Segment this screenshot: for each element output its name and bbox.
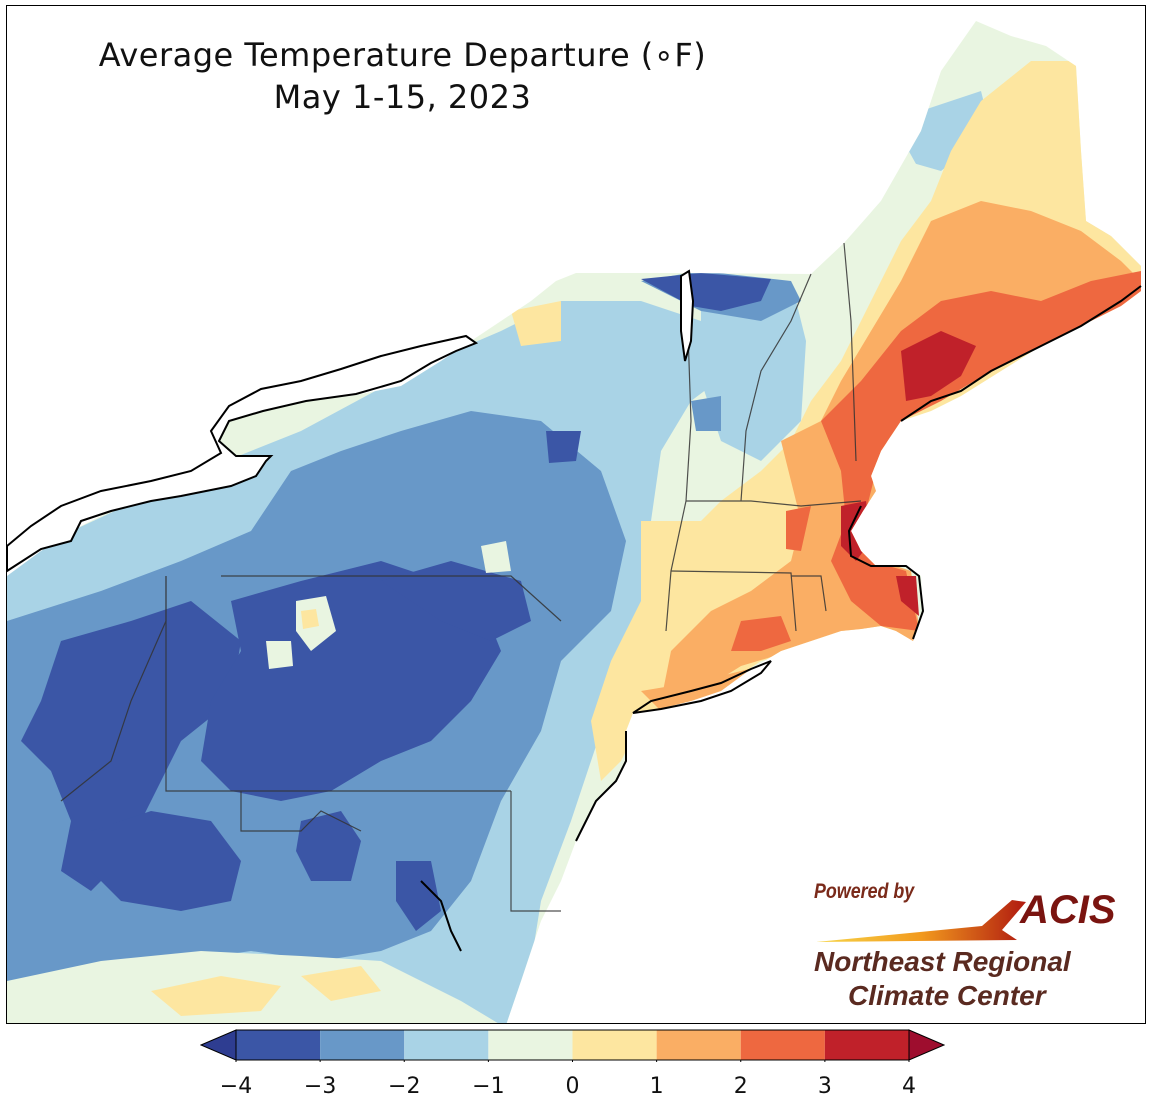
map-subtitle-date: May 1-15, 2023 <box>273 78 532 116</box>
colorbar-tick-label: −3 <box>303 1074 337 1099</box>
coastlines <box>7 269 695 573</box>
colorbar-over-arrow <box>908 1029 945 1061</box>
powered-by-text: Powered by <box>814 880 915 903</box>
colorbar-bin <box>236 1030 321 1060</box>
org-name-line2: Climate Center <box>848 980 1046 1011</box>
map-frame <box>6 5 1146 1024</box>
acis-wordmark: ACIS <box>1020 888 1116 932</box>
colorbar-tick-label: −2 <box>388 1074 421 1099</box>
org-name-line1: Northeast Regional <box>814 946 1071 977</box>
colorbar-tick-label: 3 <box>817 1074 832 1099</box>
colorbar-bin <box>824 1030 909 1060</box>
colorbar-bin <box>320 1030 405 1060</box>
state-borders <box>60 242 862 912</box>
map-title: Average Temperature Departure (∘F) <box>98 36 707 74</box>
colorbar-tick-label: 4 <box>902 1074 916 1099</box>
colorbar-tick-label: 1 <box>649 1074 664 1099</box>
colorbar-tick-label: 0 <box>565 1074 580 1099</box>
colorbar-bin <box>572 1030 657 1060</box>
colorbar-tick-label: −1 <box>472 1074 505 1099</box>
colorbar-bin <box>488 1030 573 1060</box>
colorbar-bin <box>740 1030 825 1060</box>
acis-swoosh-icon <box>816 900 1026 942</box>
temperature-fill-layer <box>7 21 1141 1023</box>
colorbar <box>200 1029 945 1062</box>
colorbar-bin <box>656 1030 741 1060</box>
colorbar-tick-label: 2 <box>733 1074 748 1099</box>
nrcc-acis-logo: Powered by ACIS Northeast Regional Clima… <box>806 880 1126 1015</box>
colorbar-under-arrow <box>200 1029 237 1061</box>
coastline-lines <box>420 285 1142 952</box>
colorbar-bin <box>404 1030 489 1060</box>
colorbar-tick-label: −4 <box>219 1074 253 1099</box>
temperature-departure-map <box>7 21 1142 1023</box>
